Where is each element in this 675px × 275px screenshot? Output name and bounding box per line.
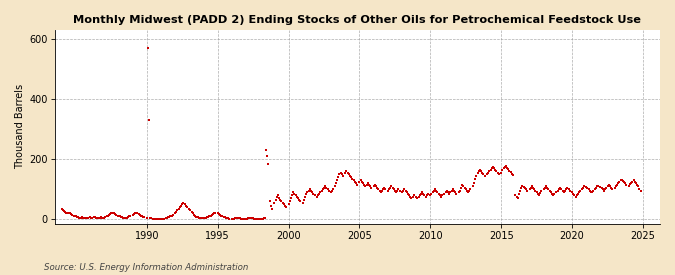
Title: Monthly Midwest (PADD 2) Ending Stocks of Other Oils for Petrochemical Feedstock: Monthly Midwest (PADD 2) Ending Stocks o…: [74, 15, 641, 25]
Y-axis label: Thousand Barrels: Thousand Barrels: [15, 84, 25, 169]
Text: Source: U.S. Energy Information Administration: Source: U.S. Energy Information Administ…: [44, 263, 248, 272]
